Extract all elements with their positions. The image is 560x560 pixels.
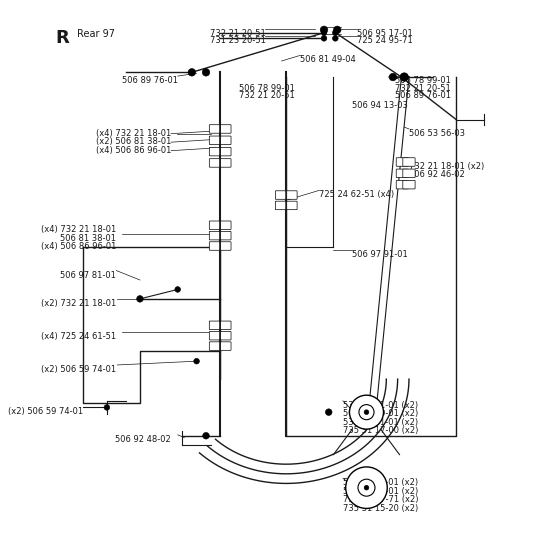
FancyBboxPatch shape xyxy=(403,169,415,178)
Circle shape xyxy=(137,296,143,302)
FancyBboxPatch shape xyxy=(221,231,231,240)
Text: (x2) 732 21 18-01: (x2) 732 21 18-01 xyxy=(41,299,116,308)
Circle shape xyxy=(333,35,338,41)
FancyBboxPatch shape xyxy=(209,125,220,133)
Text: 731 23 20-51: 731 23 20-51 xyxy=(209,36,265,45)
Circle shape xyxy=(364,410,369,414)
FancyBboxPatch shape xyxy=(221,136,231,144)
FancyBboxPatch shape xyxy=(209,242,220,250)
FancyBboxPatch shape xyxy=(221,242,231,250)
Text: 732 21 20-51: 732 21 20-51 xyxy=(210,29,265,38)
Circle shape xyxy=(389,73,396,81)
FancyBboxPatch shape xyxy=(221,332,231,340)
Circle shape xyxy=(359,405,374,419)
Circle shape xyxy=(349,395,384,429)
Circle shape xyxy=(325,409,332,416)
Text: 725 24 95-71: 725 24 95-71 xyxy=(357,36,413,45)
Text: 732 21 20-51: 732 21 20-51 xyxy=(239,91,295,100)
Text: (x4) 732 21 18-01: (x4) 732 21 18-01 xyxy=(41,225,116,234)
Text: (x2) 506 81 38-01: (x2) 506 81 38-01 xyxy=(96,137,171,147)
Circle shape xyxy=(333,26,341,34)
Circle shape xyxy=(175,287,180,292)
Text: (x4) 506 86 96-01: (x4) 506 86 96-01 xyxy=(41,242,116,251)
FancyBboxPatch shape xyxy=(209,147,220,156)
FancyBboxPatch shape xyxy=(221,342,231,351)
FancyBboxPatch shape xyxy=(396,158,408,166)
Text: R: R xyxy=(55,29,69,47)
FancyBboxPatch shape xyxy=(396,180,408,189)
Circle shape xyxy=(202,68,210,76)
Text: 725 24 62-51 (x4): 725 24 62-51 (x4) xyxy=(319,190,394,199)
FancyBboxPatch shape xyxy=(209,158,220,167)
FancyBboxPatch shape xyxy=(396,169,408,178)
FancyBboxPatch shape xyxy=(287,191,297,199)
Text: 506 97 91-01: 506 97 91-01 xyxy=(352,250,408,259)
Text: 506 92 46-02: 506 92 46-02 xyxy=(409,170,465,180)
Circle shape xyxy=(104,405,110,410)
Circle shape xyxy=(188,68,195,76)
Text: 506 95 17-01: 506 95 17-01 xyxy=(357,29,413,38)
Text: 732 21 20-51: 732 21 20-51 xyxy=(395,83,451,92)
Circle shape xyxy=(321,35,327,41)
FancyBboxPatch shape xyxy=(209,136,220,144)
Circle shape xyxy=(400,73,408,81)
Text: (x4) 732 21 18-01: (x4) 732 21 18-01 xyxy=(96,129,171,138)
Text: 535 46 41-01 (x2): 535 46 41-01 (x2) xyxy=(343,418,418,427)
Circle shape xyxy=(400,73,408,81)
FancyBboxPatch shape xyxy=(209,221,220,230)
Text: 506 81 38-01: 506 81 38-01 xyxy=(60,234,116,242)
Text: 506 98 00-01 (x2): 506 98 00-01 (x2) xyxy=(343,478,418,487)
FancyBboxPatch shape xyxy=(221,321,231,329)
Text: (x2) 506 59 74-01: (x2) 506 59 74-01 xyxy=(8,408,83,417)
FancyBboxPatch shape xyxy=(221,147,231,156)
Text: 734 11 77-71 (x2): 734 11 77-71 (x2) xyxy=(343,495,418,504)
Circle shape xyxy=(358,479,375,496)
Text: 732 21 18-01 (x2): 732 21 18-01 (x2) xyxy=(409,162,484,171)
FancyBboxPatch shape xyxy=(403,180,415,189)
Text: 735 31 17-00 (x2): 735 31 17-00 (x2) xyxy=(343,426,418,435)
FancyBboxPatch shape xyxy=(209,321,220,329)
Text: 506 78 99-01: 506 78 99-01 xyxy=(395,76,451,85)
Text: (x4) 506 86 96-01: (x4) 506 86 96-01 xyxy=(96,146,171,155)
Text: 506 94 13-03: 506 94 13-03 xyxy=(352,101,408,110)
FancyBboxPatch shape xyxy=(287,201,297,209)
FancyBboxPatch shape xyxy=(221,125,231,133)
Text: 535 46 41-01 (x2): 535 46 41-01 (x2) xyxy=(343,401,418,410)
Text: 506 97 81-01: 506 97 81-01 xyxy=(60,270,116,279)
FancyBboxPatch shape xyxy=(209,332,220,340)
Circle shape xyxy=(364,486,369,490)
Text: 506 92 48-02: 506 92 48-02 xyxy=(115,435,171,444)
Text: 506 53 56-03: 506 53 56-03 xyxy=(409,129,465,138)
FancyBboxPatch shape xyxy=(209,342,220,351)
FancyBboxPatch shape xyxy=(221,158,231,167)
Circle shape xyxy=(346,467,388,508)
Circle shape xyxy=(333,30,338,35)
FancyBboxPatch shape xyxy=(276,191,286,199)
Text: 735 31 15-20 (x2): 735 31 15-20 (x2) xyxy=(343,504,418,513)
Text: 506 96 30-01 (x2): 506 96 30-01 (x2) xyxy=(343,409,418,418)
Text: 506 78 99-01: 506 78 99-01 xyxy=(239,83,295,92)
Circle shape xyxy=(194,358,199,364)
Text: 506 97 96-01 (x2): 506 97 96-01 (x2) xyxy=(343,487,418,496)
FancyBboxPatch shape xyxy=(403,158,415,166)
Circle shape xyxy=(321,30,327,35)
Text: (x2) 506 59 74-01: (x2) 506 59 74-01 xyxy=(41,365,116,374)
Text: (x4) 725 24 61-51: (x4) 725 24 61-51 xyxy=(41,332,116,341)
FancyBboxPatch shape xyxy=(209,231,220,240)
FancyBboxPatch shape xyxy=(276,201,286,209)
Text: Rear 97: Rear 97 xyxy=(77,29,115,39)
Circle shape xyxy=(320,26,328,34)
Text: 506 89 76-01: 506 89 76-01 xyxy=(122,76,178,85)
Text: 506 81 49-04: 506 81 49-04 xyxy=(300,55,356,64)
Text: 506 89 76-01: 506 89 76-01 xyxy=(395,91,451,100)
FancyBboxPatch shape xyxy=(221,221,231,230)
Circle shape xyxy=(203,432,209,439)
